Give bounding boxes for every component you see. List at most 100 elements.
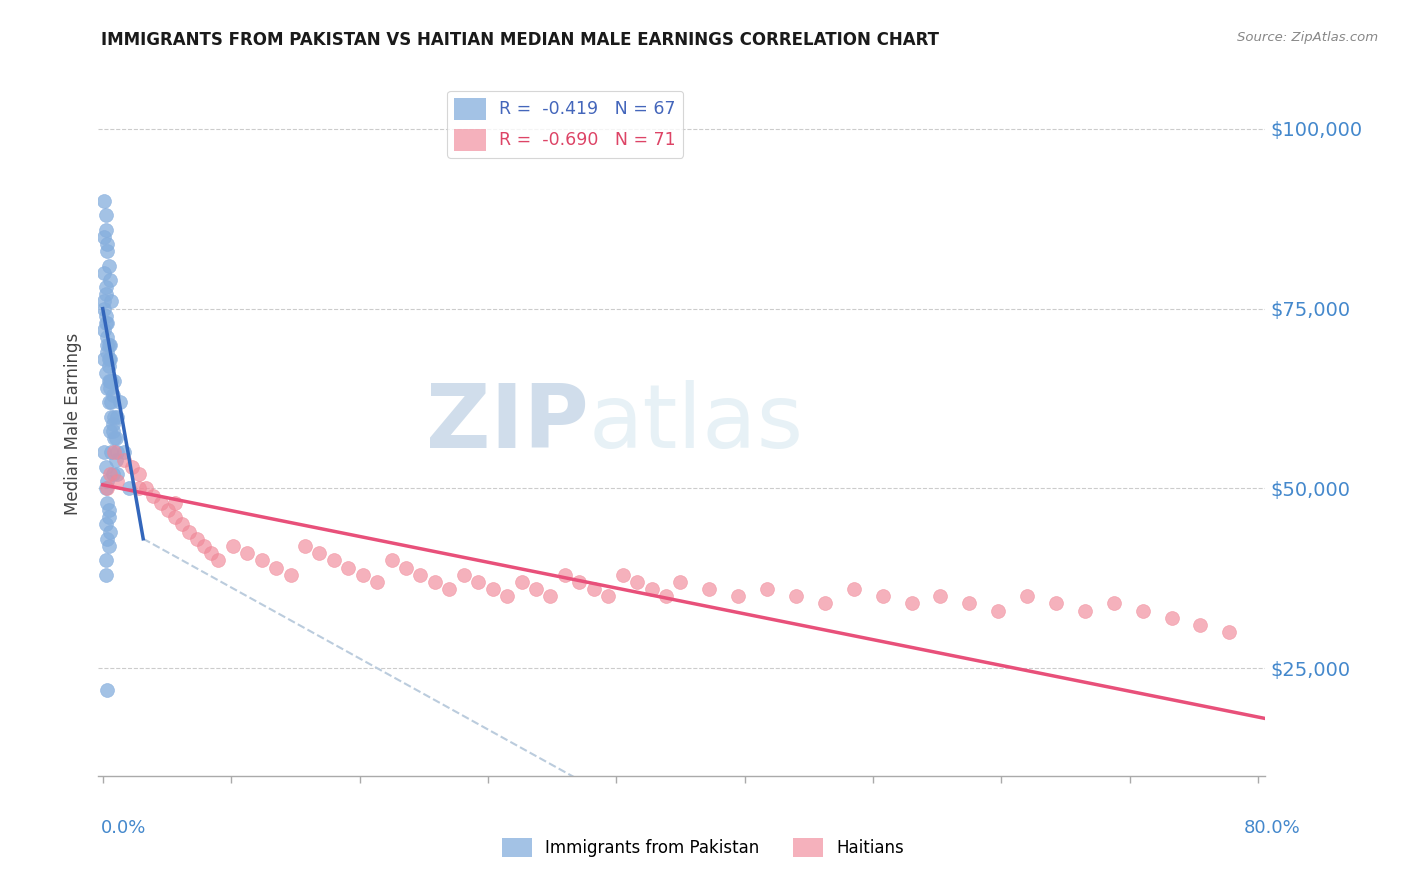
Point: [467, 574, 489, 589]
Point: [524, 582, 547, 596]
Point: [100, 294, 122, 309]
Point: [554, 567, 576, 582]
Point: [669, 574, 692, 589]
Point: [94, 459, 117, 474]
Point: [96, 344, 118, 359]
Point: [395, 560, 418, 574]
Point: [100, 445, 122, 459]
Point: [101, 424, 124, 438]
Point: [93, 351, 115, 366]
Point: [814, 597, 837, 611]
Point: [1017, 589, 1039, 603]
Point: [93, 229, 115, 244]
Point: [172, 517, 194, 532]
Point: [93, 266, 115, 280]
Point: [101, 467, 124, 481]
Point: [97, 259, 120, 273]
Point: [97, 374, 120, 388]
Point: [453, 567, 475, 582]
Point: [96, 682, 118, 697]
Point: [94, 567, 117, 582]
Point: [101, 388, 124, 402]
Point: [1132, 604, 1154, 618]
Point: [96, 381, 118, 395]
Point: [112, 445, 135, 459]
Point: [135, 482, 157, 496]
Point: [381, 553, 404, 567]
Point: [105, 445, 128, 459]
Point: [104, 452, 127, 467]
Point: [105, 474, 128, 488]
Point: [93, 301, 115, 316]
Point: [727, 589, 749, 603]
Point: [96, 532, 118, 546]
Point: [294, 539, 316, 553]
Point: [900, 597, 922, 611]
Point: [1189, 618, 1212, 632]
Point: [108, 395, 131, 409]
Point: [842, 582, 865, 596]
Point: [96, 337, 118, 351]
Point: [96, 316, 118, 330]
Point: [98, 351, 121, 366]
Point: [103, 374, 125, 388]
Point: [100, 374, 122, 388]
Point: [94, 309, 117, 323]
Point: [439, 582, 461, 596]
Point: [96, 244, 118, 259]
Point: [128, 482, 150, 496]
Point: [103, 445, 125, 459]
Point: [97, 337, 120, 351]
Point: [337, 560, 360, 574]
Text: atlas: atlas: [589, 380, 804, 467]
Point: [322, 553, 344, 567]
Point: [193, 539, 215, 553]
Point: [222, 539, 245, 553]
Point: [929, 589, 952, 603]
Point: [96, 330, 118, 344]
Point: [1160, 611, 1182, 625]
Point: [423, 574, 446, 589]
Point: [112, 452, 135, 467]
Point: [98, 273, 121, 287]
Point: [163, 510, 186, 524]
Text: IMMIGRANTS FROM PAKISTAN VS HAITIAN MEDIAN MALE EARNINGS CORRELATION CHART: IMMIGRANTS FROM PAKISTAN VS HAITIAN MEDI…: [101, 31, 939, 49]
Point: [118, 482, 141, 496]
Point: [582, 582, 605, 596]
Point: [98, 381, 121, 395]
Point: [100, 409, 122, 424]
Point: [352, 567, 374, 582]
Point: [100, 395, 122, 409]
Point: [97, 395, 120, 409]
Point: [496, 589, 519, 603]
Point: [105, 409, 128, 424]
Point: [103, 409, 125, 424]
Point: [101, 417, 124, 431]
Point: [785, 589, 807, 603]
Point: [1102, 597, 1125, 611]
Point: [121, 459, 143, 474]
Point: [409, 567, 432, 582]
Point: [96, 474, 118, 488]
Text: Source: ZipAtlas.com: Source: ZipAtlas.com: [1237, 31, 1378, 45]
Point: [94, 482, 117, 496]
Point: [626, 574, 648, 589]
Point: [97, 359, 120, 374]
Point: [103, 431, 125, 445]
Point: [96, 482, 118, 496]
Point: [97, 503, 120, 517]
Point: [568, 574, 591, 589]
Point: [94, 517, 117, 532]
Point: [97, 351, 120, 366]
Point: [93, 323, 115, 337]
Point: [94, 287, 117, 301]
Point: [94, 208, 117, 222]
Point: [98, 467, 121, 481]
Point: [200, 546, 222, 560]
Point: [236, 546, 259, 560]
Point: [179, 524, 201, 539]
Point: [96, 236, 118, 251]
Point: [1218, 625, 1240, 640]
Point: [94, 553, 117, 567]
Legend: Immigrants from Pakistan, Haitians: Immigrants from Pakistan, Haitians: [495, 831, 911, 864]
